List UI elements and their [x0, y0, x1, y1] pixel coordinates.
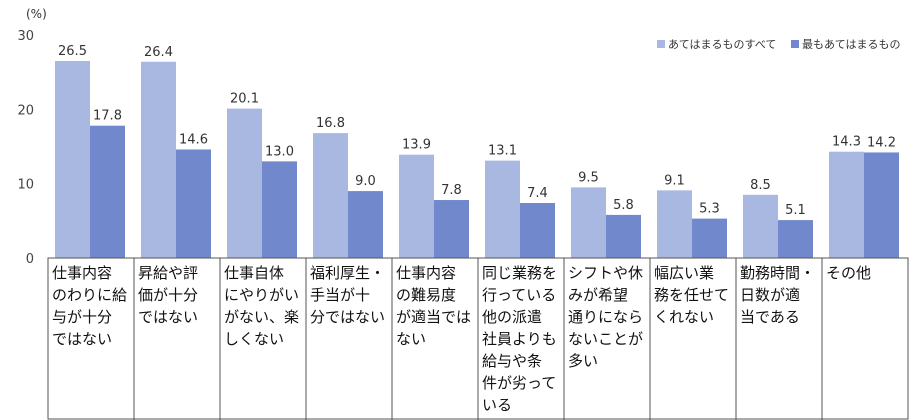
legend-swatch	[657, 40, 665, 48]
data-label: 9.1	[664, 173, 685, 188]
bar-most-1	[176, 149, 211, 258]
data-label: 26.4	[144, 45, 173, 60]
data-label: 8.5	[750, 178, 771, 193]
y-tick-label: 10	[17, 178, 34, 193]
y-tick-label: 20	[17, 103, 34, 118]
category-label: 件が劣って	[482, 374, 556, 392]
data-label: 5.1	[785, 203, 806, 218]
bar-all-4	[399, 154, 434, 258]
category-label: しくない	[224, 330, 284, 348]
category-label: みが希望	[568, 286, 628, 304]
data-label: 9.5	[578, 170, 599, 185]
bar-most-0	[90, 125, 125, 258]
category-label: いる	[482, 396, 512, 414]
bar-most-5	[520, 202, 555, 258]
category-label: の難易度	[396, 286, 456, 304]
category-label: 分ではない	[310, 308, 385, 326]
data-label: 20.1	[230, 92, 259, 107]
data-label: 17.8	[93, 109, 122, 124]
bar-most-2	[262, 161, 297, 258]
category-label: 与が十分	[52, 308, 112, 326]
category-label: シフトや休	[568, 264, 643, 282]
category-label: ないことが	[568, 330, 643, 348]
category-label: ではない	[52, 330, 112, 348]
data-label: 5.3	[699, 202, 720, 217]
bar-most-4	[434, 200, 469, 258]
legend-label: 最もあてはまるもの	[802, 38, 901, 51]
bar-most-3	[348, 191, 383, 258]
category-label: 仕事自体	[224, 264, 284, 282]
data-label: 13.0	[265, 144, 294, 159]
bar-all-0	[55, 61, 90, 259]
category-labels: 仕事内容のわりに給与が十分ではない昇給や評価が十分ではない仕事自体にやりがいがな…	[47, 257, 909, 420]
bar-all-8	[743, 194, 778, 258]
bar-all-9	[829, 151, 864, 258]
category-label: が適当では	[396, 308, 471, 326]
category-label: 社員よりも	[482, 330, 557, 348]
data-label: 26.5	[58, 44, 87, 59]
y-tick-label: 0	[26, 252, 34, 267]
bar-most-8	[778, 220, 813, 258]
category-label: がない、楽	[224, 308, 299, 326]
category-label: 福利厚生・	[310, 264, 385, 282]
category-label: 他の派遣	[482, 308, 542, 326]
category-label: 仕事内容	[396, 264, 456, 282]
category-label: 仕事内容	[52, 264, 112, 282]
category-label: にやりがい	[224, 286, 299, 304]
y-tick-label: 30	[17, 29, 34, 44]
category-label: ない	[396, 330, 426, 348]
category-label: 幅広い業	[654, 264, 714, 282]
data-label: 7.4	[527, 186, 548, 201]
bar-all-2	[227, 108, 262, 258]
category-label: 行っている	[482, 286, 556, 304]
category-label: 当である	[740, 308, 800, 326]
category-label: 昇給や評	[138, 264, 198, 282]
bar-all-1	[141, 61, 176, 259]
bar-all-3	[313, 133, 348, 258]
data-label: 13.9	[402, 138, 431, 153]
legend: あてはまるものすべて 最もあてはまるもの	[657, 38, 901, 51]
bar-all-5	[485, 160, 520, 258]
data-label: 7.8	[441, 183, 462, 198]
axes: (%) 0 10 20 30	[17, 7, 46, 267]
data-label: 5.8	[613, 198, 634, 213]
data-label: 9.0	[355, 174, 376, 189]
bars: 26.5 26.4 20.1 16.8 13.9 13.1 9.5 9.1 8.5 14.3 17.…	[55, 44, 899, 259]
data-label: 16.8	[316, 116, 345, 131]
data-label: 13.1	[488, 144, 517, 159]
category-label: ではない	[138, 308, 198, 326]
legend-label: あてはまるものすべて	[668, 38, 776, 51]
category-label: くれない	[654, 308, 714, 326]
bar-most-6	[606, 214, 641, 258]
data-label: 14.3	[832, 135, 861, 150]
legend-swatch	[791, 40, 799, 48]
category-label: 同じ業務を	[482, 264, 557, 282]
category-label: 日数が適	[740, 286, 800, 304]
category-label: 給与や条	[482, 352, 542, 370]
category-label: 価が十分	[138, 286, 198, 304]
category-label: 務を任せて	[654, 286, 729, 304]
category-label: 手当が十	[310, 286, 370, 304]
category-label: その他	[826, 264, 871, 282]
bar-most-9	[864, 152, 899, 258]
bar-all-7	[657, 190, 692, 258]
data-label: 14.2	[867, 135, 896, 150]
bar-all-6	[571, 187, 606, 258]
y-axis-unit: (%)	[26, 7, 47, 21]
category-label: 多い	[568, 352, 598, 370]
data-label: 14.6	[179, 132, 208, 147]
category-label: 通りになら	[568, 308, 643, 326]
category-label: のわりに給	[52, 286, 127, 304]
category-label: 勤務時間・	[740, 264, 815, 282]
bar-most-7	[692, 218, 727, 258]
